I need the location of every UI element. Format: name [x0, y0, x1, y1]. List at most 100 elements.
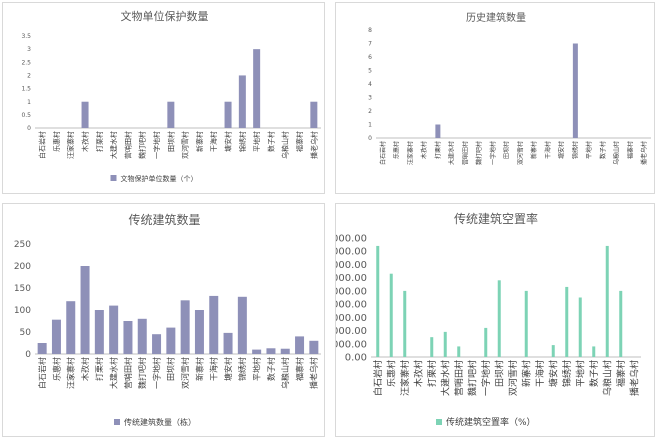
- x-category-label: 干海村: [534, 360, 546, 387]
- x-category-label: 一字地村: [152, 131, 161, 159]
- bar: [66, 301, 76, 354]
- x-category-label: 魏打吧村: [475, 141, 483, 165]
- bar: [238, 75, 246, 128]
- x-category-label: 木孜村: [412, 360, 424, 387]
- y-tick-label: 3.5: [21, 33, 31, 40]
- x-category-label: 平地村: [251, 357, 261, 381]
- bar: [457, 346, 461, 357]
- x-category-label: 白石岩村: [37, 357, 47, 389]
- x-category-label: 锦绣村: [561, 360, 573, 387]
- x-category-label: 乌粮山村: [280, 357, 290, 389]
- bar: [605, 245, 609, 357]
- chart-panel-heritage-units: 文物单位保护数量 0 0.5 1 1.5 2 2.5 3 3.5 白石岩村 乐惠村 汪家寨村 木孜村 打栗…: [2, 2, 325, 194]
- x-category-label: 锦绣村: [571, 141, 579, 159]
- y-tick-label: 3: [27, 46, 31, 53]
- x-category-label: 福寨村: [294, 357, 304, 381]
- y-tick-label: 8000.00: [336, 247, 367, 258]
- y-tick-label: 1: [368, 122, 372, 129]
- bar: [81, 101, 89, 128]
- x-category-label: 魏打吧村: [137, 357, 147, 389]
- bar: [578, 297, 582, 357]
- bar: [166, 327, 176, 354]
- chart-panel-vacancy-rate: 传统建筑空置率 0.00 1000.00 2000.00 3000.00 4000.00 5…: [335, 203, 655, 437]
- x-category-label: 新寨村: [194, 357, 204, 381]
- x-category-label: 乌粮山村: [601, 360, 613, 396]
- y-tick-label: 8: [368, 27, 372, 34]
- x-category-label: 播老乌村: [640, 141, 648, 165]
- x-category-label: 营哨田村: [461, 141, 469, 165]
- y-tick-label: 5000.00: [336, 286, 367, 297]
- bar: [592, 346, 596, 357]
- y-tick-label: 4000.00: [336, 300, 367, 311]
- bar: [389, 273, 393, 357]
- x-category-label: 福寨村: [615, 360, 627, 387]
- x-category-label: 白石岩村: [38, 131, 47, 159]
- x-category-label: 平地村: [252, 131, 261, 152]
- x-category-label: 干海村: [209, 131, 218, 152]
- legend-label: 传统建筑数量（栋）: [124, 417, 196, 427]
- y-tick-label: 150: [14, 284, 31, 294]
- x-category-label: 营哨田村: [123, 357, 133, 389]
- x-category-label: 田坝村: [493, 360, 505, 387]
- bar: [435, 124, 441, 138]
- bar: [80, 266, 90, 354]
- bar: [310, 101, 318, 128]
- x-category-label: 新寨村: [520, 360, 532, 387]
- y-tick-label: 6: [368, 54, 372, 61]
- bar: [619, 290, 623, 357]
- y-tick-label: 100: [14, 306, 31, 316]
- y-tick-label: 9000.00: [336, 234, 367, 245]
- x-category-label: 锦绣村: [237, 357, 247, 381]
- chart-title: 文物单位保护数量: [121, 9, 209, 23]
- y-tick-label: 0.00: [345, 353, 367, 364]
- x-category-label: 木孜村: [81, 131, 90, 152]
- x-category-label: 双河雪村: [516, 141, 524, 165]
- y-tick-label: 6000.00: [336, 273, 367, 284]
- y-tick-label: 4: [368, 81, 372, 88]
- x-category-label: 新寨村: [195, 131, 204, 152]
- y-tick-label: 2: [27, 73, 31, 80]
- bar: [51, 319, 61, 354]
- x-category-label: 数子村: [266, 131, 275, 152]
- bar: [253, 49, 261, 129]
- y-tick-label: 7000.00: [336, 260, 367, 271]
- chart-vacancy-rate: 传统建筑空置率 0.00 1000.00 2000.00 3000.00 4000.00 5…: [336, 211, 641, 428]
- x-category-label: 白石岩村: [372, 360, 384, 396]
- x-category-label: 营哨田村: [453, 360, 465, 396]
- x-category-label: 乌粮山村: [281, 131, 290, 159]
- y-tick-label: 50: [20, 328, 32, 338]
- y-tick-label: 3000.00: [336, 313, 367, 324]
- x-category-label: 汪家寨村: [66, 131, 75, 159]
- bar: [209, 295, 219, 354]
- y-tick-label: 0: [368, 135, 372, 142]
- bar: [376, 245, 380, 357]
- x-category-label: 打栗村: [434, 141, 442, 159]
- bar: [180, 300, 190, 354]
- legend-label: 传统建筑空置率（%）: [446, 416, 536, 428]
- x-category-label: 打栗村: [426, 360, 438, 387]
- x-category-label: 新寨村: [530, 141, 538, 159]
- x-category-label: 播老乌村: [309, 357, 319, 389]
- chart-title: 传统建筑数量: [128, 212, 200, 227]
- bar: [309, 340, 319, 354]
- legend-swatch: [110, 175, 117, 181]
- chart-heritage-units: 文物单位保护数量 0 0.5 1 1.5 2 2.5 3 3.5 白石岩村 乐惠村 汪家寨村 木孜村 打栗…: [21, 9, 321, 183]
- x-category-label: 一字地村: [480, 360, 492, 396]
- chart-title: 传统建筑空置率: [454, 211, 538, 226]
- x-category-label: 福寨村: [295, 131, 304, 152]
- y-tick-label: 250: [14, 240, 31, 250]
- x-category-label: 双河雪村: [507, 360, 519, 396]
- bar: [572, 43, 578, 138]
- x-category-label: 数子村: [588, 360, 600, 387]
- x-category-label: 田坝村: [166, 131, 175, 152]
- x-category-label: 大建水村: [108, 357, 118, 389]
- x-category-label: 乐惠村: [385, 360, 397, 387]
- x-category-label: 双河雪村: [180, 357, 190, 389]
- x-category-label: 白石岩村: [379, 141, 387, 165]
- legend-swatch: [114, 419, 120, 425]
- bar: [430, 337, 434, 357]
- y-tick-label: 0.5: [21, 112, 31, 119]
- x-category-label: 打栗村: [95, 131, 104, 152]
- x-category-label: 塘安村: [547, 360, 559, 387]
- bar: [551, 345, 555, 357]
